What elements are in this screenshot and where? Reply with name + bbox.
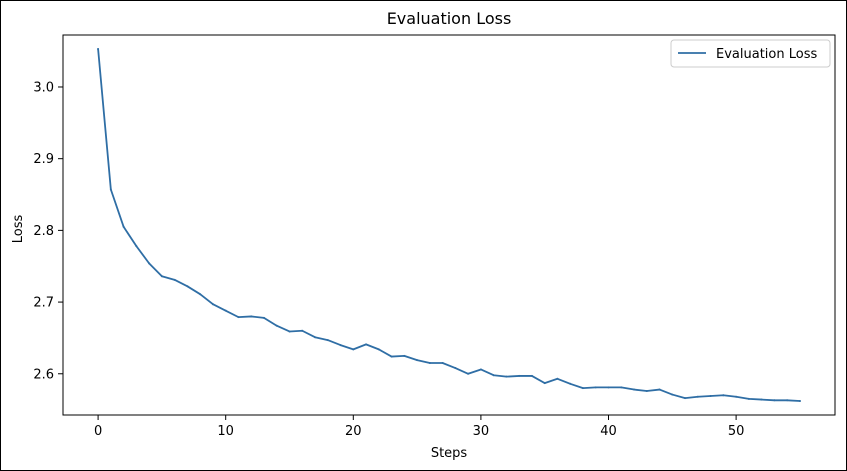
data-point [607, 386, 610, 389]
x-tick-label: 30 [473, 424, 490, 439]
data-point [173, 278, 176, 281]
data-point [135, 245, 138, 248]
data-point [467, 372, 470, 375]
data-point [658, 388, 661, 391]
data-point [97, 47, 100, 50]
y-tick-label: 2.6 [33, 367, 54, 382]
data-point [416, 359, 419, 362]
data-point [148, 262, 151, 265]
data-point [262, 316, 265, 319]
data-point [441, 362, 444, 365]
data-point [747, 397, 750, 400]
y-tick-label: 2.8 [33, 224, 54, 239]
data-point [556, 377, 559, 380]
data-point [211, 303, 214, 306]
data-point [377, 348, 380, 351]
data-point [390, 355, 393, 358]
data-point [288, 330, 291, 333]
data-point [365, 343, 368, 346]
data-point [403, 354, 406, 357]
data-point [314, 336, 317, 339]
data-point [620, 386, 623, 389]
x-axis-title: Steps [431, 446, 468, 461]
data-point [326, 339, 329, 342]
data-point [696, 395, 699, 398]
y-tick-label: 2.9 [33, 152, 54, 167]
data-point [735, 395, 738, 398]
x-tick-label: 10 [217, 424, 234, 439]
data-points [97, 47, 801, 403]
data-point [301, 329, 304, 332]
data-point [275, 324, 278, 327]
data-point [479, 368, 482, 371]
data-point [773, 399, 776, 402]
data-point [518, 374, 521, 377]
evaluation-loss-line [97, 48, 801, 402]
data-point [505, 375, 508, 378]
data-point [186, 285, 189, 288]
data-point [122, 225, 125, 228]
data-point [352, 348, 355, 351]
y-axis: 2.6 2.7 2.8 2.9 3.0 [33, 80, 63, 382]
legend-label: Evaluation Loss [716, 47, 817, 62]
y-tick-label: 3.0 [33, 80, 54, 95]
data-point [722, 394, 725, 397]
data-point [237, 316, 240, 319]
chart-title: Evaluation Loss [387, 9, 512, 28]
legend: Evaluation Loss [670, 39, 831, 68]
data-point [339, 344, 342, 347]
data-point [530, 374, 533, 377]
data-point [798, 400, 801, 403]
data-point [645, 389, 648, 392]
data-point [224, 309, 227, 312]
x-tick-label: 40 [600, 424, 617, 439]
data-point [709, 395, 712, 397]
data-point [199, 293, 202, 296]
data-point [428, 362, 431, 365]
x-tick-label: 20 [345, 424, 362, 439]
legend-box [670, 39, 831, 68]
data-point [671, 393, 674, 396]
data-point [543, 382, 546, 385]
data-point [569, 382, 572, 385]
data-point [250, 315, 253, 318]
data-point [633, 388, 636, 391]
y-axis-title: Loss [11, 215, 26, 244]
x-tick-label: 50 [728, 424, 745, 439]
data-point [581, 387, 584, 390]
y-tick-label: 2.7 [33, 296, 54, 311]
data-point [594, 386, 597, 389]
x-tick-label: 0 [94, 424, 102, 439]
data-point [109, 188, 112, 191]
data-point [786, 399, 789, 402]
plot-area [62, 34, 836, 416]
data-point [760, 398, 763, 401]
x-axis: 0 10 20 30 40 50 [94, 415, 744, 439]
data-point [492, 374, 495, 377]
data-point [160, 275, 163, 278]
data-point [684, 397, 687, 400]
data-point [454, 367, 457, 370]
